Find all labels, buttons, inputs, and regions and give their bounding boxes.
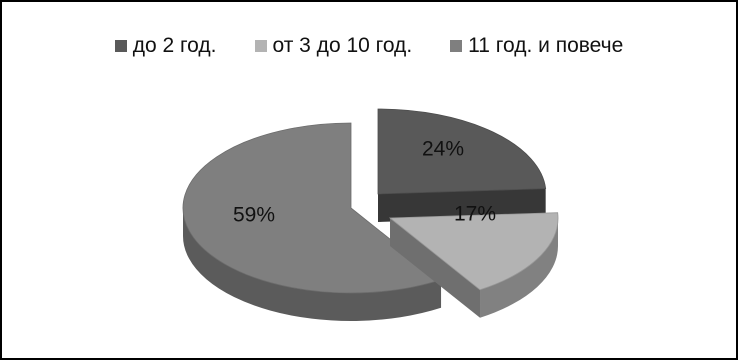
legend-swatch-2 — [450, 40, 463, 52]
pie-slice-1 — [388, 212, 559, 318]
legend-item-2: 11 год. и повече — [450, 34, 623, 58]
pie-slice-0-wall-1 — [378, 188, 546, 222]
legend-label-1: от 3 до 10 год. — [272, 34, 413, 57]
legend-label-0: до 2 год. — [132, 34, 217, 57]
data-label-1: 17% — [454, 203, 496, 226]
pie-slice-1-wall-1 — [390, 218, 481, 318]
pie-slice-2-top — [182, 122, 442, 294]
pie-slice-0 — [377, 108, 547, 222]
pie-slice-2-side — [183, 208, 442, 321]
legend-label-2: 11 год. и повече — [468, 34, 624, 57]
legend-swatch-1 — [254, 40, 267, 52]
pie-slice-2 — [182, 122, 442, 321]
legend-item-0: до 2 год. — [114, 34, 217, 58]
data-label-2: 59% — [233, 204, 275, 227]
pie-slice-0-top — [377, 108, 547, 195]
legend-swatch-0 — [114, 40, 127, 52]
data-label-0: 24% — [422, 138, 464, 161]
legend: до 2 год. от 3 до 10 год. 11 год. и пове… — [2, 34, 736, 58]
pie-slice-1-side — [480, 218, 558, 318]
legend-item-1: от 3 до 10 год. — [254, 34, 413, 58]
pie-slice-1-top — [388, 212, 559, 291]
